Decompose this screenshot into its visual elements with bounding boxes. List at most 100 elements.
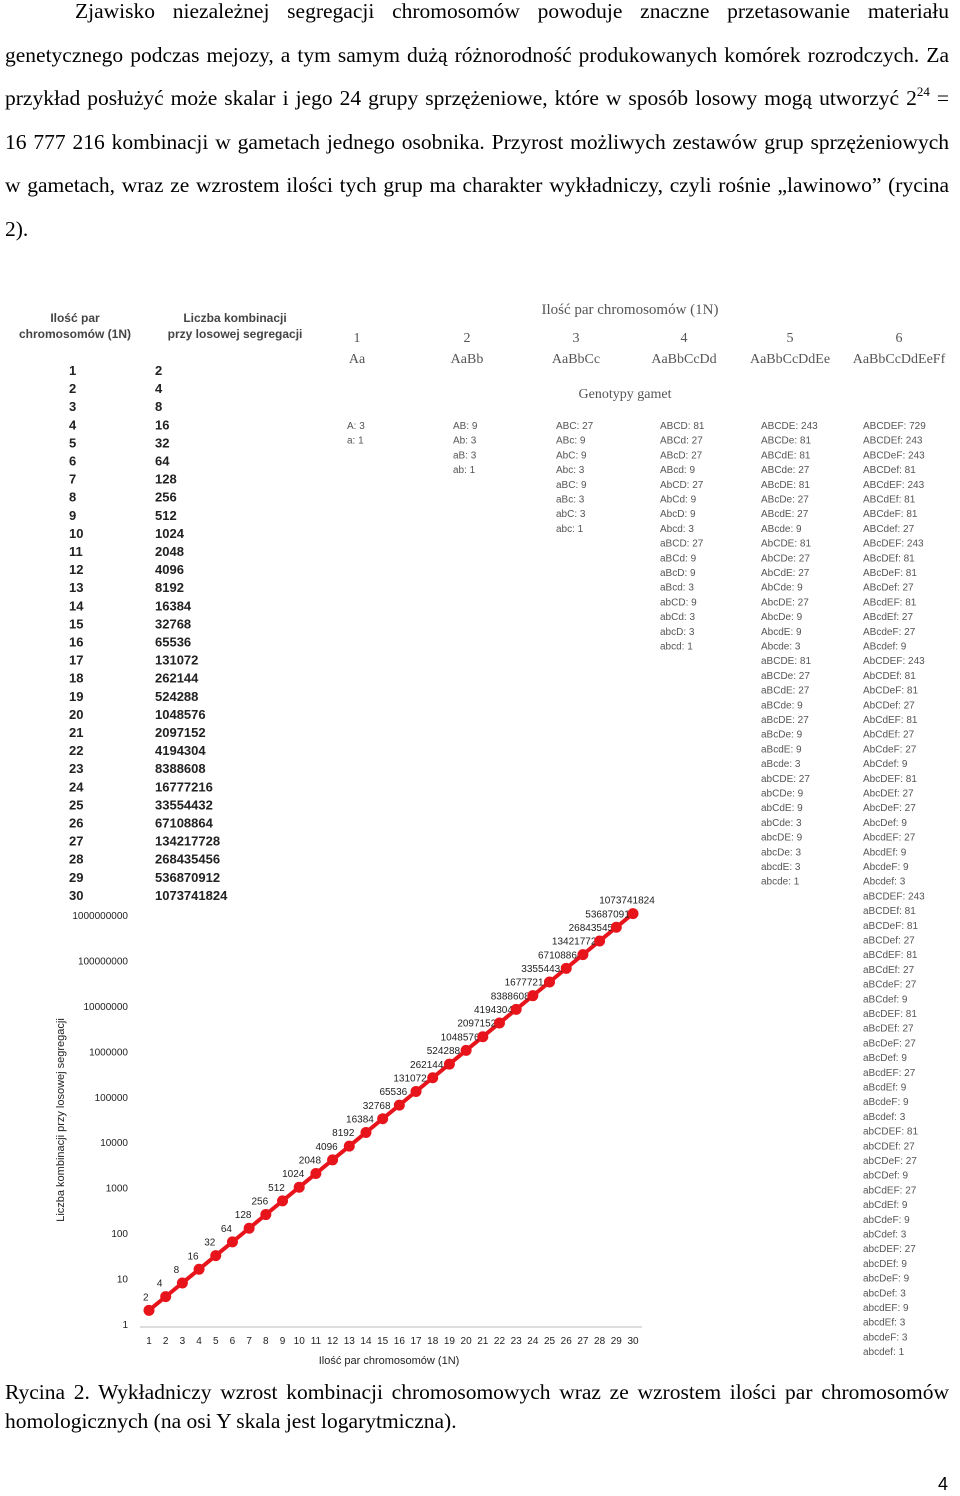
genotype-item: ABCde: 27 [761,465,810,476]
x-tick-label: 22 [494,1336,506,1347]
genotype-item: ABcdEF: 81 [863,597,917,608]
genotype-item: aBCD: 27 [660,539,704,550]
genotype-item: Abcde: 3 [761,642,801,653]
data-label: 4096 [315,1142,338,1153]
genotype-item: AbCDe: 27 [761,553,810,564]
genotype-column-label: AaBbCcDdEe [750,352,830,367]
genotype-item: aBcDEF: 81 [863,1009,917,1020]
genotype-column-label: Aa [349,352,366,367]
data-label: 262144 [410,1060,444,1071]
genotype-item: AbcdEF: 27 [863,833,916,844]
x-tick-label: 18 [427,1336,439,1347]
data-label: 536870912 [585,909,635,920]
data-label: 32768 [363,1101,391,1112]
genotype-item: abcd: 1 [660,642,693,653]
x-tick-label: 24 [527,1336,539,1347]
genotype-item: aBCDe: 27 [761,671,810,682]
table-row-combinations: 8 [155,399,162,414]
x-tick-label: 5 [213,1336,219,1347]
data-label: 512 [268,1183,285,1194]
table-row-combinations: 65536 [155,635,191,650]
table-row-pairs: 28 [69,852,83,867]
data-label: 4 [157,1279,163,1290]
table-row-pairs: 16 [69,635,83,650]
genotype-item: aBCDEf: 81 [863,906,916,917]
table-row-pairs: 27 [69,834,83,849]
genotype-column-label: AaBbCcDdEeFf [853,352,946,367]
genotype-item: AbcDEf: 27 [863,789,914,800]
table-row-combinations: 32768 [155,616,191,631]
genotype-item: Abcd: 3 [660,524,694,535]
genotype-item: abcDEf: 9 [863,1259,907,1270]
x-tick-label: 27 [577,1336,589,1347]
genotypes-header: Ilość par chromosomów (1N) [541,302,718,318]
data-point [143,1304,155,1316]
genotype-item: AbCDeF: 81 [863,686,918,697]
genotype-item: AbCDef: 27 [863,700,915,711]
genotype-item: AbCdEf: 27 [863,730,915,741]
data-point [226,1236,238,1248]
genotype-item: ABCDef: 81 [863,465,916,476]
table-row-combinations: 524288 [155,689,198,704]
table-row-combinations: 131072 [155,653,198,668]
table-row-pairs: 23 [69,761,83,776]
table-row-pairs: 24 [69,779,84,794]
x-tick-label: 25 [544,1336,556,1347]
table-row-combinations: 1073741824 [155,888,228,903]
x-tick-label: 21 [477,1336,489,1347]
genotype-item: ABCDe: 81 [761,436,811,447]
genotype-item: abCdE: 9 [761,803,803,814]
genotype-item: aBCdEf: 27 [863,965,915,976]
table-row-pairs: 8 [69,490,76,505]
genotype-item: abcDeF: 9 [863,1274,910,1285]
x-tick-label: 1 [146,1336,152,1347]
table-row-combinations: 67108864 [155,816,214,831]
table-row-combinations: 134217728 [155,834,220,849]
table-row-combinations: 2 [155,363,162,378]
table-row-combinations: 268435456 [155,852,220,867]
table-row-combinations: 262144 [155,671,199,686]
genotype-item: aBcD: 9 [660,568,696,579]
genotype-item: ABCdeF: 81 [863,509,918,520]
data-label: 33554432 [521,964,566,975]
data-label: 4194304 [474,1005,513,1016]
data-point [527,990,539,1002]
table-row-pairs: 2 [69,381,76,396]
genotype-column-label: AaBbCc [552,352,600,367]
table-row-pairs: 21 [69,725,83,740]
table-row-pairs: 20 [69,707,83,722]
data-label: 32 [204,1238,216,1249]
genotype-item: aBCd: 9 [660,553,697,564]
data-point [243,1222,255,1234]
x-tick-label: 17 [410,1336,422,1347]
figure-caption: Rycina 2. Wykładniczy wzrost kombinacji … [5,1380,949,1433]
combinations-table: Ilość par chromosomów (1N) Liczba kombinac… [19,311,302,903]
data-label: 16777216 [505,978,550,989]
genotype-item: ABcDe: 27 [761,495,809,506]
paragraph-text-3: Przyrost możliwych zestawów grup sprzęże… [5,129,949,241]
x-tick-label: 12 [327,1336,339,1347]
x-tick-label: 6 [230,1336,236,1347]
genotype-item: ABcD: 27 [660,450,703,461]
data-label: 8388608 [491,991,530,1002]
table-row-pairs: 9 [69,508,76,523]
data-label: 65536 [379,1087,407,1098]
genotype-item: abcDE: 9 [761,833,803,844]
table-row-pairs: 17 [69,653,83,668]
table-row-combinations: 64 [155,454,170,469]
table-row-pairs: 6 [69,454,76,469]
table-row-combinations: 16384 [155,598,192,613]
table-row-pairs: 29 [69,870,83,885]
genotype-item: abCDEf: 27 [863,1141,915,1152]
genotype-item: AbcDeF: 27 [863,803,916,814]
genotype-item: abcdeF: 3 [863,1332,908,1343]
page-number: 4 [937,1474,948,1494]
table-row-combinations: 8192 [155,580,184,595]
data-label: 64 [221,1224,233,1235]
genotype-item: AbCdeF: 27 [863,744,917,755]
table-row-pairs: 26 [69,816,83,831]
genotype-item: ABCDeF: 243 [863,450,925,461]
genotype-item: abcdEf: 3 [863,1318,906,1329]
data-point [343,1140,355,1152]
genotype-item: aBCdE: 27 [761,686,810,697]
